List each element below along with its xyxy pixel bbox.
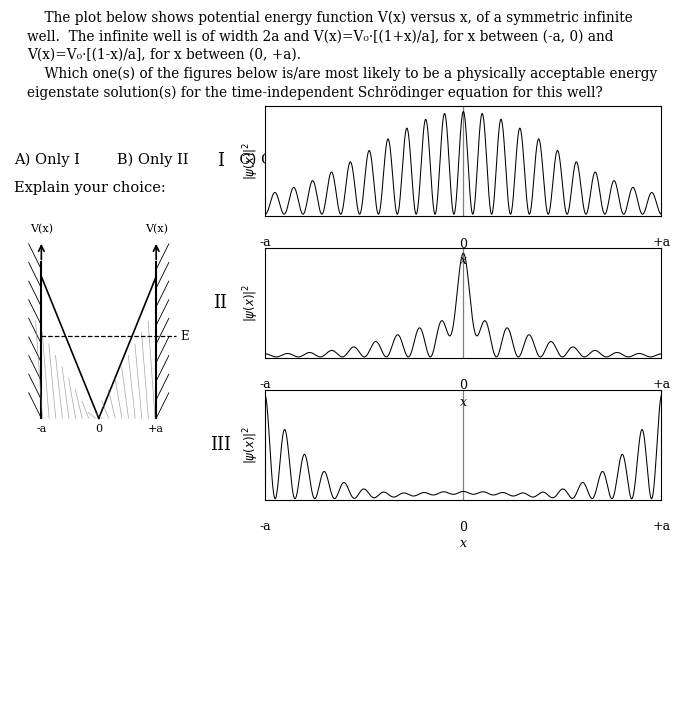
Y-axis label: $|\psi(x)|^2$: $|\psi(x)|^2$ <box>242 284 261 323</box>
Text: -a: -a <box>260 378 271 391</box>
Text: -a: -a <box>260 520 271 532</box>
Text: E: E <box>181 330 189 342</box>
Text: 0: 0 <box>460 521 467 534</box>
Text: V(x): V(x) <box>30 223 53 234</box>
Text: 0: 0 <box>95 425 103 435</box>
Text: III: III <box>210 436 231 454</box>
Text: V(x): V(x) <box>145 223 167 234</box>
Text: x: x <box>460 396 467 408</box>
Y-axis label: $|\psi(x)|^2$: $|\psi(x)|^2$ <box>242 425 261 464</box>
Text: x: x <box>460 537 467 550</box>
Text: +a: +a <box>652 520 670 532</box>
Text: -a: -a <box>36 425 47 435</box>
Text: 0: 0 <box>460 238 467 250</box>
Text: I: I <box>217 152 224 170</box>
Text: +a: +a <box>652 378 670 391</box>
Text: Explain your choice:: Explain your choice: <box>14 181 165 195</box>
Text: -a: -a <box>260 236 271 249</box>
Text: +a: +a <box>148 425 164 435</box>
Text: A) Only I        B) Only II           C) Only III          D) I and III: A) Only I B) Only II C) Only III D) I an… <box>14 152 445 167</box>
Text: II: II <box>214 294 227 312</box>
Text: 0: 0 <box>460 379 467 392</box>
Text: +a: +a <box>652 236 670 249</box>
Text: The plot below shows potential energy function V(x) versus x, of a symmetric inf: The plot below shows potential energy fu… <box>28 11 657 100</box>
Y-axis label: $|\psi(x)|^2$: $|\psi(x)|^2$ <box>242 142 261 181</box>
Text: x: x <box>460 254 467 267</box>
